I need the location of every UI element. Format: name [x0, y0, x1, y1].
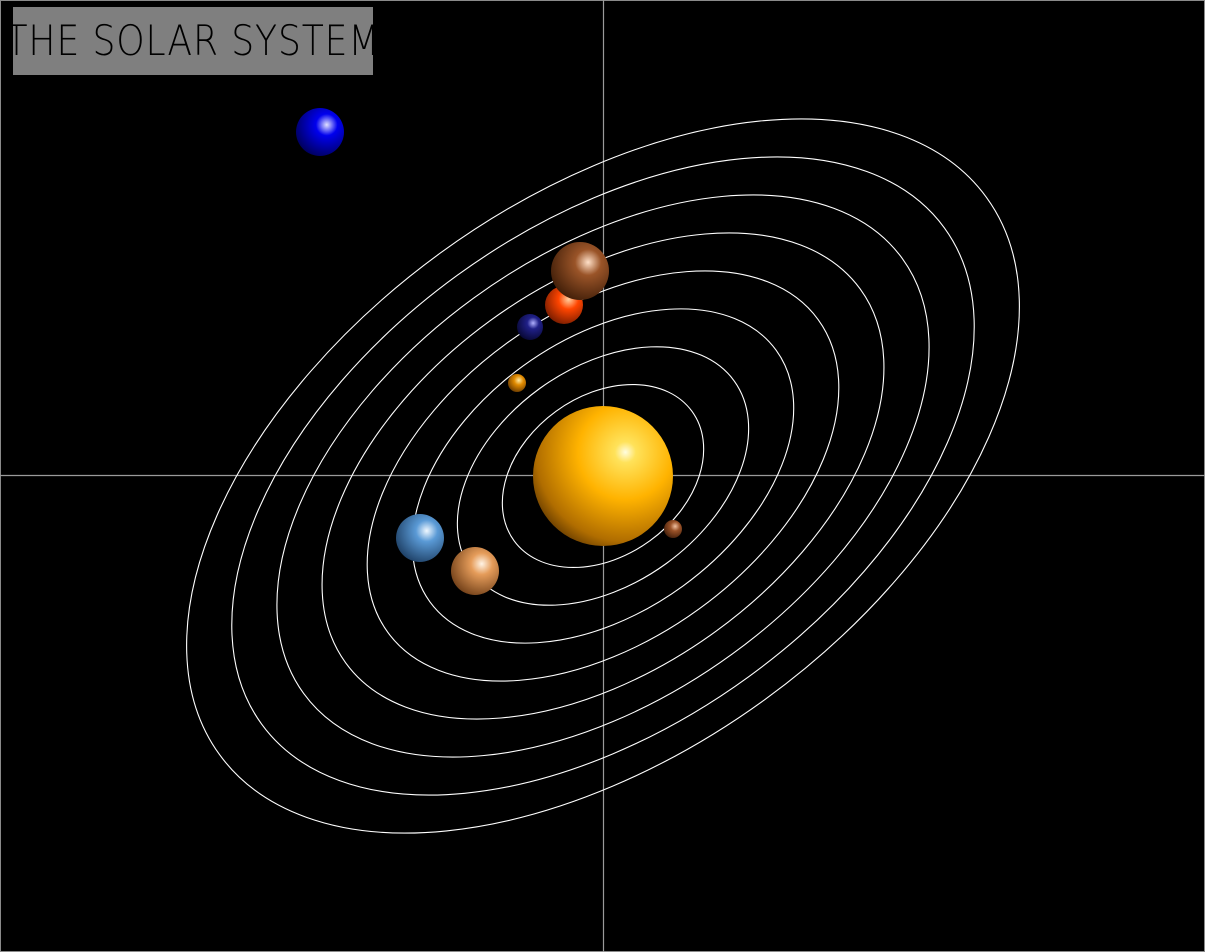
blue-planet[interactable] [296, 108, 344, 156]
orbit-7 [231, 156, 975, 796]
dark-blue-planet[interactable] [517, 314, 543, 340]
orbit-5 [321, 232, 885, 720]
light-blue-planet[interactable] [396, 514, 444, 562]
orbit-3 [411, 308, 795, 644]
small-brown-planet[interactable] [664, 520, 682, 538]
small-orange-planet[interactable] [508, 374, 526, 392]
orbit-1 [501, 383, 705, 569]
page-title: THE SOLAR SYSTEM [5, 16, 381, 65]
brown-planet[interactable] [551, 242, 609, 300]
tan-planet[interactable] [451, 547, 499, 595]
sun-sphere[interactable] [533, 406, 673, 546]
orbit-6 [276, 194, 930, 758]
orbit-4 [366, 270, 840, 682]
title-panel: THE SOLAR SYSTEM [6, 7, 380, 75]
